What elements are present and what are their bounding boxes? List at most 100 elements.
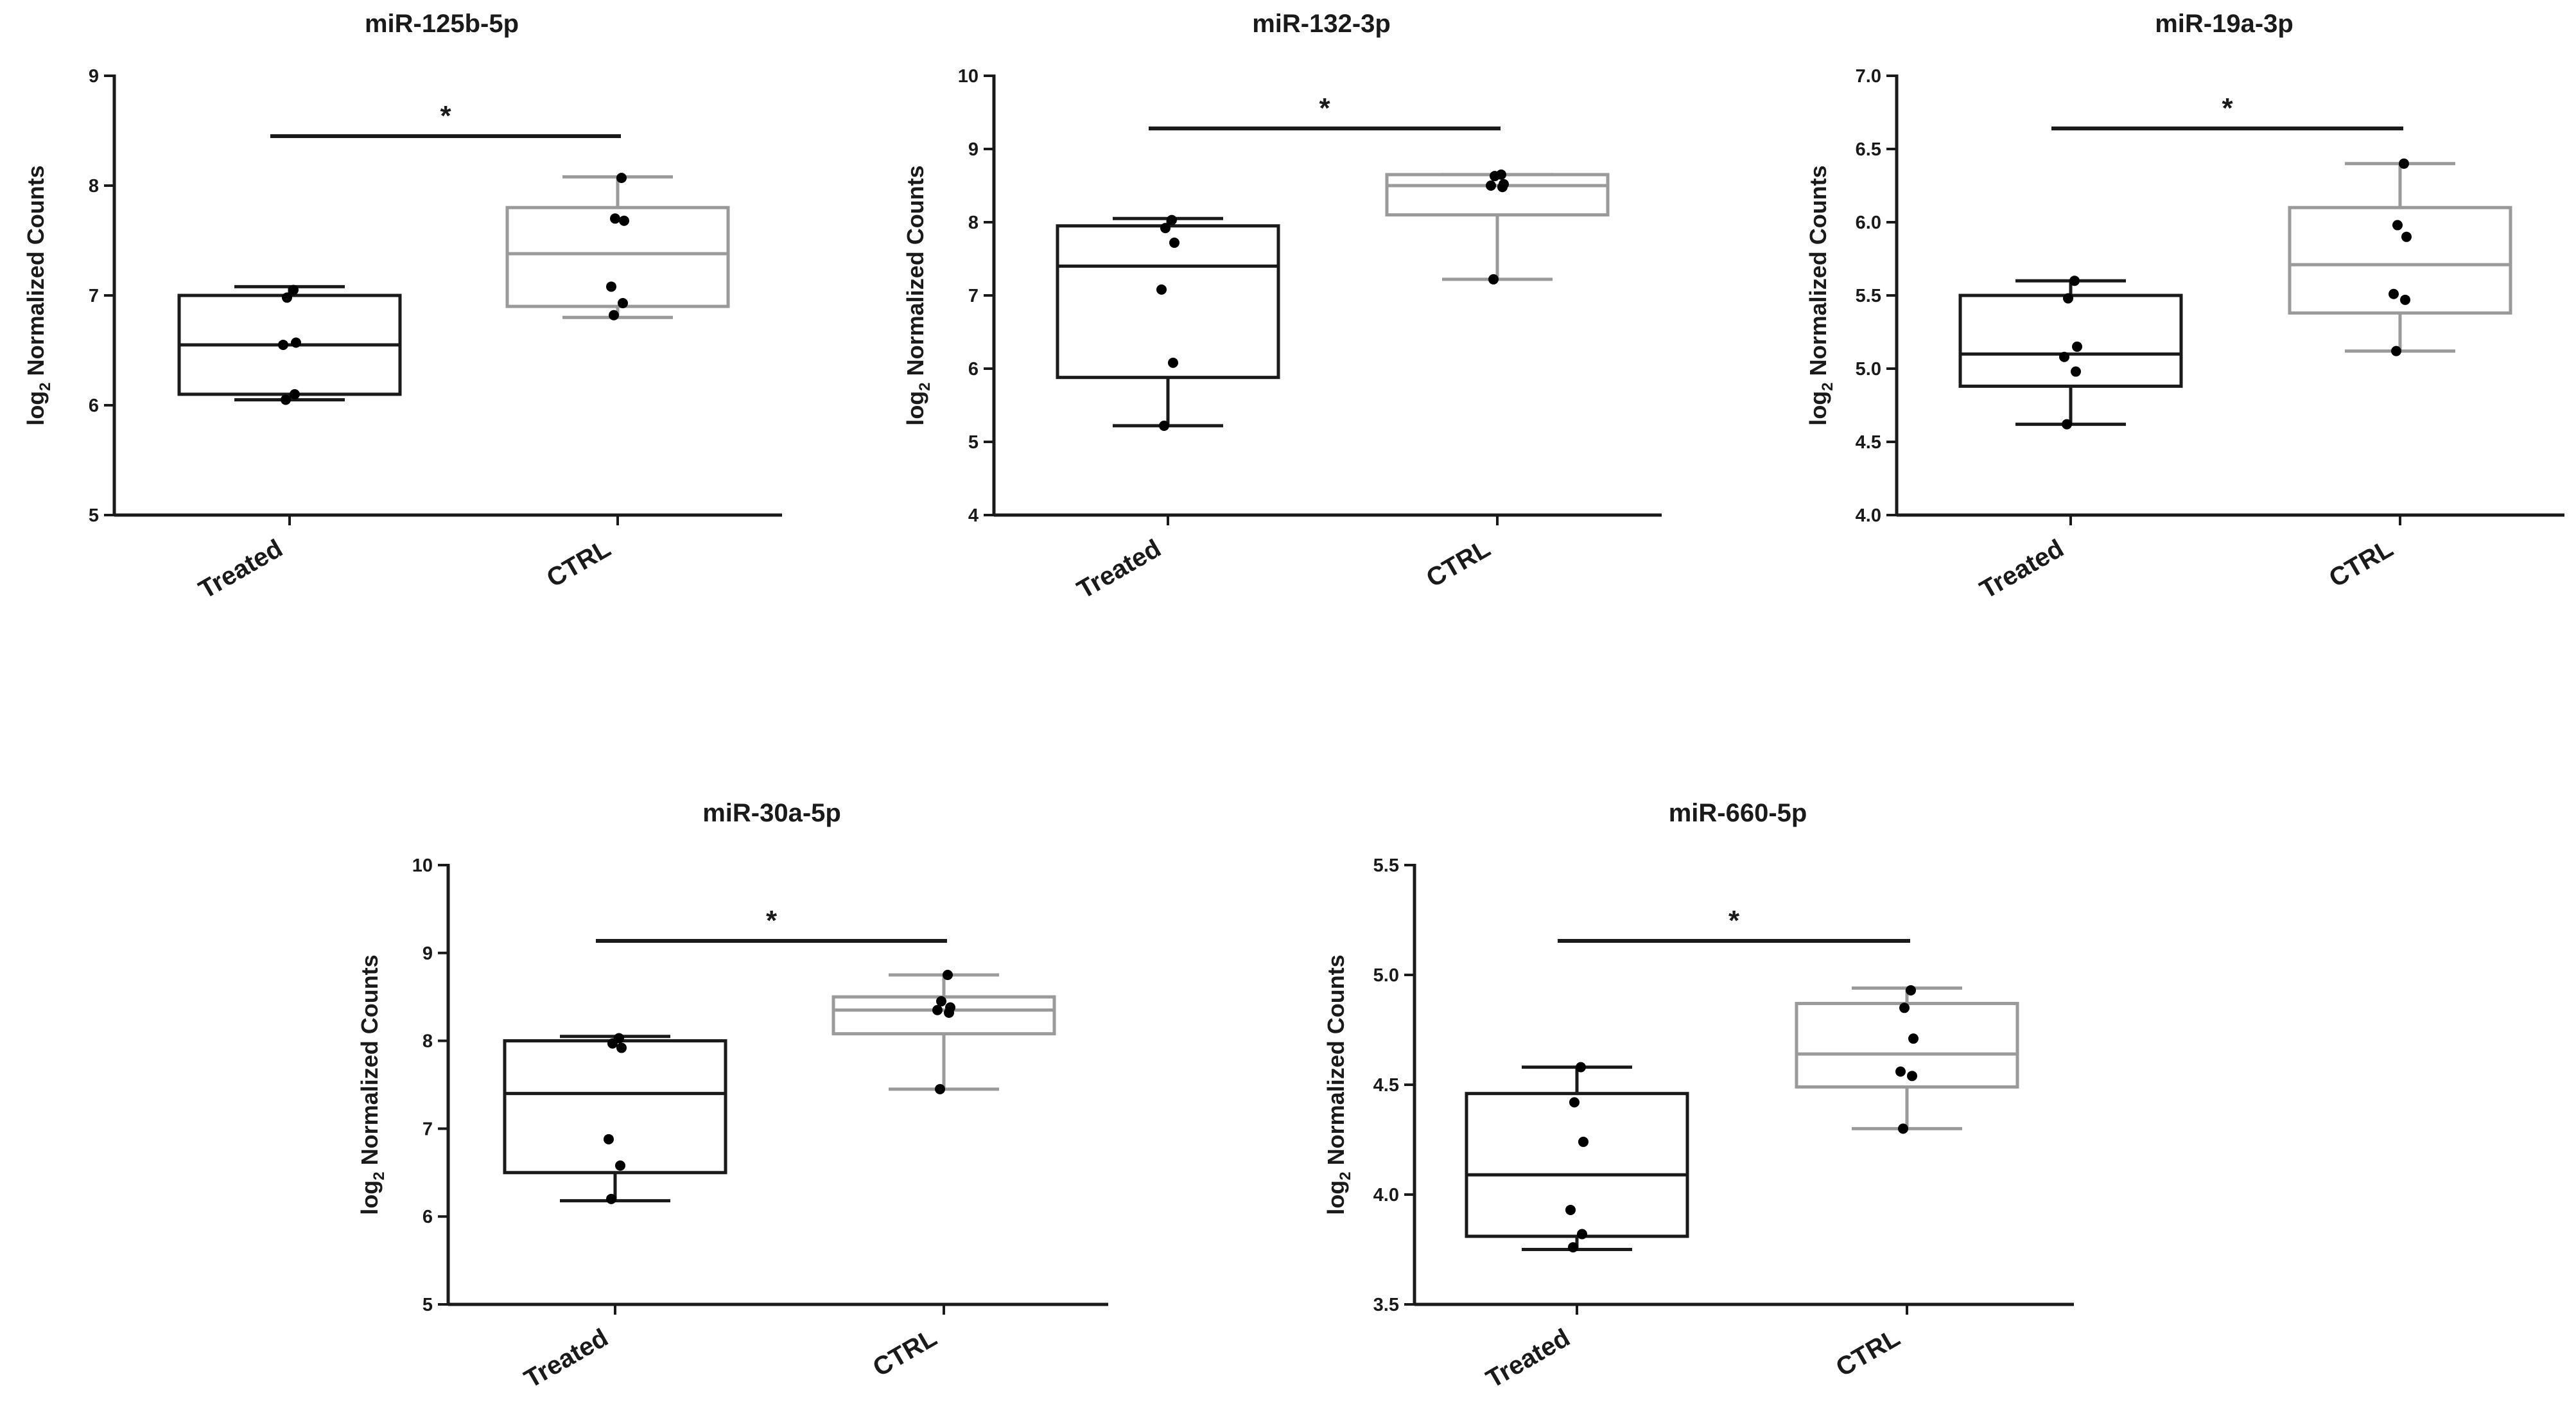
y-label-text: Normalized Counts [1805,165,1831,382]
box-iqr [503,1039,727,1175]
data-point [288,285,299,295]
chart-title: miR-30a-5p [702,799,841,827]
y-tick-label: 6 [422,1207,433,1227]
chart-title: miR-125b-5p [365,10,519,38]
y-tick-label: 9 [89,66,99,87]
y-label-log: log [902,391,928,426]
box-group-treated [503,1033,727,1204]
y-tick-label: 4.0 [1856,505,1881,526]
box-group-treated [177,285,402,405]
data-point [1160,223,1171,234]
data-point [1568,1242,1578,1253]
y-tick-label: 6.5 [1856,139,1881,160]
data-point [1569,1097,1580,1108]
y-tick-label: 7 [968,286,979,306]
data-point [610,213,620,224]
y-label-subscript: 2 [37,382,54,390]
chart-title: miR-19a-3p [2155,10,2293,38]
box-iqr [1795,1001,2019,1089]
data-point [1899,1003,1910,1013]
data-point [2071,366,2081,377]
x-category-label-treated: Treated [1481,1324,1574,1394]
x-category-label-treated: Treated [519,1324,613,1394]
box-group-ctrl [1385,169,1610,285]
x-category-label-treated: Treated [194,534,287,604]
y-label-subscript: 2 [916,382,934,390]
data-point [290,389,300,399]
chart-panel-2: miR-132-3p log2 Normalized Counts 4 5 6 7 8 9 10… [902,10,1662,604]
data-point [2059,351,2069,362]
chart-panel-5: miR-660-5p log2 Normalized Counts 3.5 4.0 4.… [1323,799,2074,1394]
chart-title: miR-132-3p [1252,10,1391,38]
y-tick-label: 8 [968,213,979,233]
y-tick-label: 5.5 [1373,855,1399,876]
box-group-ctrl [505,173,730,320]
y-tick-label: 5 [422,1295,433,1315]
x-category-label-ctrl: CTRL [542,534,615,593]
data-point [291,337,301,348]
data-point [1577,1229,1587,1240]
y-tick-label: 5.5 [1856,286,1881,306]
box-iqr [1958,294,2183,388]
box-group-ctrl [1795,985,2019,1134]
x-category-label-ctrl: CTRL [1422,534,1495,593]
data-point [282,292,292,303]
data-point [2063,293,2073,304]
data-point [278,339,288,350]
significance-star: * [2222,92,2233,124]
box-iqr [2288,206,2512,315]
data-point [606,1193,616,1204]
data-point [1906,985,1916,995]
chart-panel-4: miR-30a-5p log2 Normalized Counts 5 6 7 8 9 10 T… [356,799,1108,1394]
x-category-label-ctrl: CTRL [868,1324,941,1382]
x-category-label-ctrl: CTRL [2324,534,2398,593]
data-point [615,1160,625,1171]
y-axis-label: log2 Normalized Counts [356,954,388,1214]
box-iqr [1465,1092,1689,1238]
y-tick-label: 10 [412,855,433,876]
y-tick-label: 7 [422,1119,433,1139]
y-label-subscript: 2 [1337,1171,1354,1180]
y-tick-label: 7 [89,286,99,306]
data-point [2072,341,2082,352]
x-category-label-treated: Treated [1072,534,1165,604]
data-point [1898,1123,1908,1134]
y-tick-label: 3.5 [1373,1295,1399,1315]
data-point [1578,1136,1588,1147]
data-point [945,1002,955,1013]
y-label-text: Normalized Counts [356,954,383,1171]
data-point [2401,231,2412,242]
data-point [1168,357,1178,368]
box-group-treated [1056,215,1280,431]
data-point [1895,1066,1906,1077]
data-point [1576,1062,1586,1073]
box-iqr [1385,173,1610,217]
data-point [1167,215,1177,225]
y-tick-label: 5 [89,505,99,526]
data-point [2069,276,2080,286]
data-point [614,1033,624,1044]
y-tick-label: 9 [422,943,433,964]
y-tick-label: 4.0 [1373,1185,1399,1205]
y-tick-label: 8 [89,176,99,197]
box-group-ctrl [2288,158,2512,356]
y-axis-label: log2 Normalized Counts [1323,954,1354,1214]
y-tick-label: 4.5 [1373,1075,1399,1096]
y-tick-label: 5.0 [1373,965,1399,986]
chart-title: miR-660-5p [1669,799,1807,827]
data-point [2400,294,2410,305]
y-label-text: Normalized Counts [22,165,49,382]
box-iqr [505,206,730,308]
data-point [281,394,291,405]
data-point [2389,288,2399,299]
y-tick-label: 9 [968,139,979,160]
y-axis-label: log2 Normalized Counts [902,165,934,425]
data-point [932,1004,943,1015]
data-point [604,1134,614,1144]
data-point [936,996,946,1007]
y-label-text: Normalized Counts [1323,954,1349,1171]
data-point [943,970,953,980]
y-tick-label: 6 [968,359,979,380]
y-label-subscript: 2 [1819,382,1836,390]
